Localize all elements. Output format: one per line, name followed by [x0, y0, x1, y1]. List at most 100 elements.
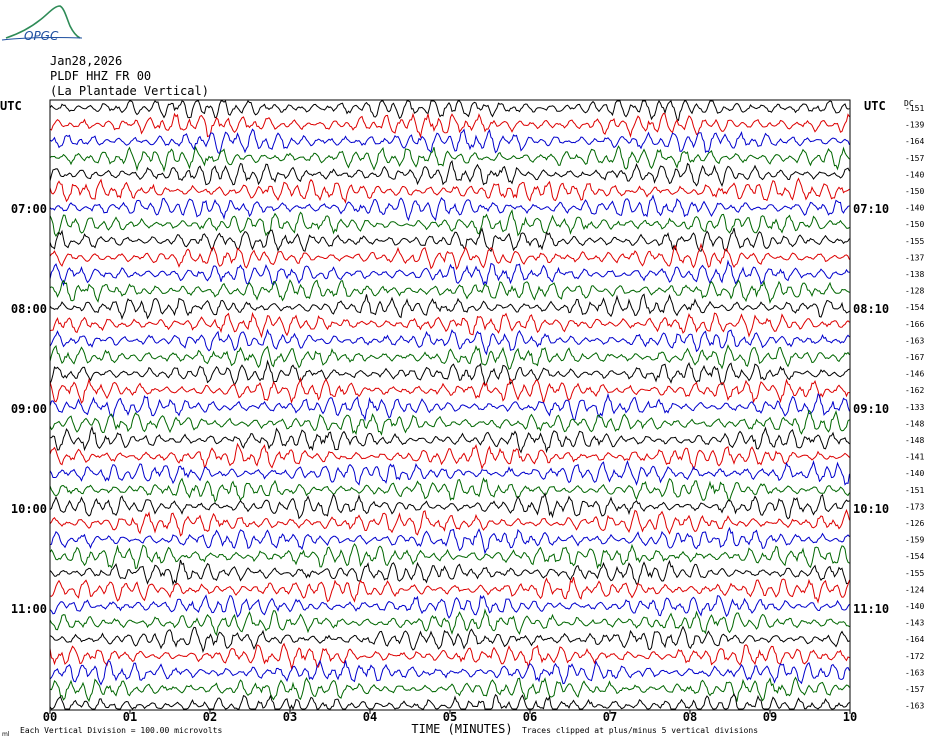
x-tick-label: 02	[203, 710, 217, 724]
dc-offset-value: -163	[905, 336, 924, 345]
dc-offset-value: -167	[905, 353, 924, 362]
dc-offset-value: -148	[905, 436, 924, 445]
seismic-trace	[49, 376, 850, 405]
seismic-trace	[49, 508, 850, 537]
seismic-trace	[49, 194, 850, 222]
dc-label: DC	[904, 99, 914, 108]
dc-offset-value: -146	[905, 370, 924, 379]
seismic-trace	[49, 242, 850, 271]
time-label-group: 07:00 08:00 09:00 10:00 11:00 07:10 08:10 09:10…	[11, 202, 889, 616]
dc-offset-value: -163	[905, 668, 924, 677]
left-hour-label: 08:00	[11, 302, 47, 316]
seismic-trace	[49, 311, 850, 339]
seismic-trace	[49, 209, 850, 238]
seismic-trace	[49, 177, 850, 204]
dc-offset-value: -162	[905, 386, 924, 395]
dc-offset-value: -164	[905, 137, 924, 146]
dc-offset-value: -148	[905, 419, 924, 428]
dc-offset-value: -126	[905, 519, 924, 528]
seismic-trace	[49, 625, 850, 654]
dc-offset-value: -140	[905, 204, 924, 213]
dc-offset-value: -166	[905, 320, 924, 329]
footer-small-mark: ml	[2, 731, 10, 738]
left-hour-label: 11:00	[11, 602, 47, 616]
x-tick-label: 09	[763, 710, 777, 724]
dc-offset-value: -150	[905, 187, 924, 196]
dc-offset-value: -139	[905, 121, 924, 130]
dc-offset-value: -155	[905, 569, 924, 578]
seismic-trace	[49, 409, 850, 436]
footer-clip-note: Traces clipped at plus/minus 5 vertical …	[522, 726, 758, 735]
seismic-trace	[49, 279, 850, 305]
header-date: Jan28,2026	[50, 54, 122, 68]
dc-offset-value: -143	[905, 619, 924, 628]
seismic-trace	[49, 642, 850, 670]
dc-offset-value: -138	[905, 270, 924, 279]
seismic-trace	[49, 608, 850, 637]
x-tick-label: 03	[283, 710, 297, 724]
seismic-trace	[49, 543, 850, 570]
header-location: (La Plantade Vertical)	[50, 84, 209, 98]
plot-frame	[49, 99, 851, 711]
dc-offset-value: -159	[905, 536, 924, 545]
left-hour-label: 07:00	[11, 202, 47, 216]
seismic-trace	[49, 359, 850, 387]
seismic-trace	[49, 293, 850, 320]
x-tick-label: 01	[123, 710, 137, 724]
dc-offset-value: -157	[905, 154, 924, 163]
seismic-trace	[49, 594, 850, 619]
right-hour-label: 10:10	[853, 502, 889, 516]
seismic-trace	[49, 160, 850, 187]
opgc-logo: OPGC	[1, 5, 83, 43]
seismic-trace	[49, 693, 850, 711]
dc-offset-value: -172	[905, 652, 924, 661]
dc-offset-value: -157	[905, 685, 924, 694]
x-tick-label: 08	[683, 710, 697, 724]
dc-offset-value: -133	[905, 403, 924, 412]
seismic-trace	[49, 145, 850, 173]
x-tick-label: 06	[523, 710, 537, 724]
dc-offset-value: -164	[905, 635, 924, 644]
right-hour-label: 07:10	[853, 202, 889, 216]
x-tick-label: 04	[363, 710, 377, 724]
x-tick-label: 05	[443, 710, 457, 724]
trace-group	[49, 100, 850, 711]
seismic-trace	[49, 425, 850, 454]
x-tick-label: 00	[43, 710, 57, 724]
seismic-trace	[49, 392, 850, 422]
dc-offset-value: -154	[905, 552, 924, 561]
dc-offset-value: -151	[905, 104, 924, 113]
dc-offset-value: -151	[905, 486, 924, 495]
right-utc-label: UTC	[864, 99, 886, 113]
x-tick-group: 00 01 02 03 04 05 06 07 08 09 10	[43, 710, 857, 724]
right-hour-label: 11:10	[853, 602, 889, 616]
dc-offset-value: -140	[905, 469, 924, 478]
seismic-trace	[49, 259, 850, 287]
x-tick-label: 07	[603, 710, 617, 724]
left-hour-label: 09:00	[11, 402, 47, 416]
logo-text: OPGC	[24, 29, 59, 43]
dc-offset-value: -124	[905, 585, 924, 594]
seismic-trace	[49, 477, 850, 503]
x-axis-title: TIME (MINUTES)	[411, 722, 512, 736]
dc-offset-value: -137	[905, 253, 924, 262]
seismic-trace	[49, 100, 850, 122]
seismic-trace	[49, 659, 850, 686]
seismic-trace	[49, 676, 850, 703]
right-hour-label: 08:10	[853, 302, 889, 316]
left-utc-label: UTC	[0, 99, 22, 113]
seismic-trace	[49, 442, 850, 471]
seismic-trace	[49, 491, 850, 520]
x-tick-label: 10	[843, 710, 857, 724]
dc-offset-value: -163	[905, 702, 924, 711]
right-hour-label: 09:10	[853, 402, 889, 416]
left-hour-label: 10:00	[11, 502, 47, 516]
seismic-trace	[49, 128, 850, 155]
seismic-trace	[49, 227, 850, 253]
seismic-trace	[49, 328, 850, 356]
dc-offset-value: -128	[905, 287, 924, 296]
dc-offset-value: -150	[905, 220, 924, 229]
dc-offset-value: -141	[905, 453, 924, 462]
dc-offset-value: -155	[905, 237, 924, 246]
